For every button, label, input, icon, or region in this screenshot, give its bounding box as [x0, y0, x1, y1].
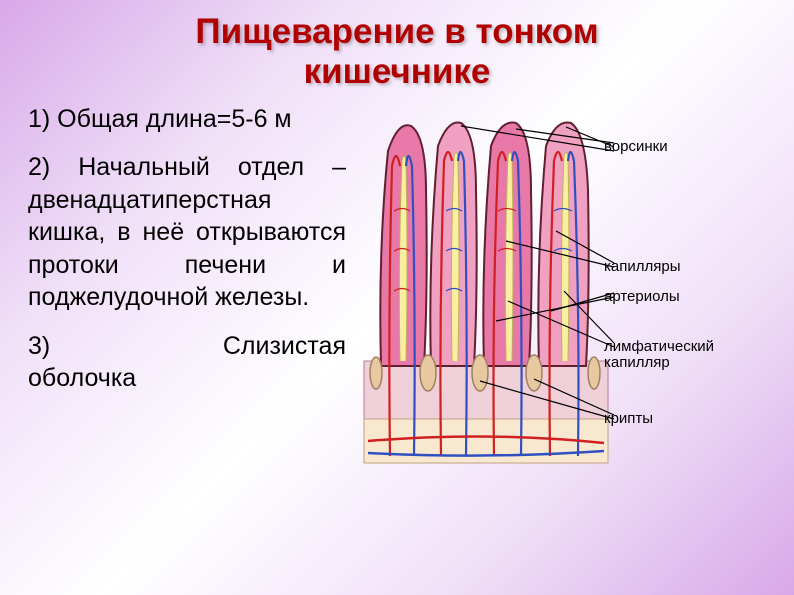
title-line-2: кишечнике — [304, 52, 491, 91]
content-area: 1) Общая длина=5-6 м 2) Начальный отдел … — [28, 103, 766, 491]
slide-title: Пищеварение в тонком кишечнике — [28, 12, 766, 93]
diagram-column: ворсинки капилляры артериолы лимфатическ… — [356, 103, 766, 491]
villi-diagram — [356, 111, 616, 471]
diagram-wrapper: ворсинки капилляры артериолы лимфатическ… — [356, 111, 766, 491]
label-arterioles: артериолы — [604, 289, 680, 306]
point-3: 3) Слизистая оболочка — [28, 330, 346, 395]
text-column: 1) Общая длина=5-6 м 2) Начальный отдел … — [28, 103, 346, 491]
point-2: 2) Начальный отдел – двенадцатиперстная … — [28, 151, 346, 314]
label-capillaries: капилляры — [604, 259, 681, 276]
title-line-1: Пищеварение в тонком — [195, 12, 598, 51]
label-crypts: крипты — [604, 411, 653, 428]
point-1: 1) Общая длина=5-6 м — [28, 103, 346, 136]
label-lymph: лимфатический капилляр — [604, 339, 714, 372]
villi-group — [380, 122, 588, 366]
diagram-labels: ворсинки капилляры артериолы лимфатическ… — [604, 111, 774, 471]
label-villi: ворсинки — [604, 139, 668, 156]
